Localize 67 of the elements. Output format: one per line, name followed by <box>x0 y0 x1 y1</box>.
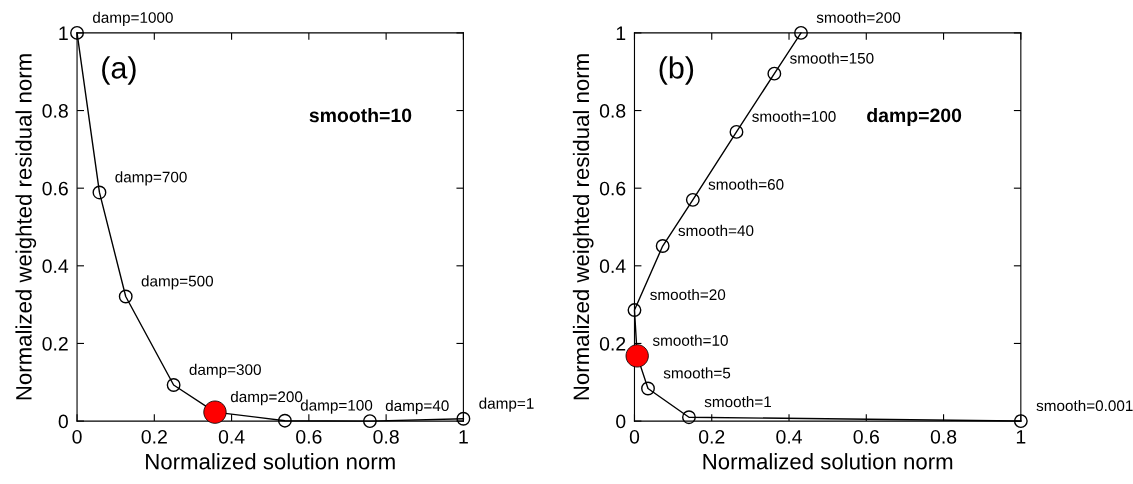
annotation: damp=300 <box>189 363 261 379</box>
y-tick-label: 0.6 <box>42 181 68 196</box>
annotation: smooth=10 <box>309 107 412 123</box>
annotation: smooth=0.001 <box>1036 399 1133 412</box>
x-tick-label: 0.2 <box>141 429 167 444</box>
point <box>729 124 744 139</box>
x-tick-label: 0.4 <box>776 429 802 444</box>
point <box>767 66 782 81</box>
annotation: smooth=150 <box>790 52 874 64</box>
point <box>655 239 670 253</box>
y-axis-title: Normalized weighted residual norm <box>15 54 37 400</box>
point <box>362 414 377 429</box>
point <box>456 411 471 426</box>
point <box>118 289 133 304</box>
annotation: smooth=10 <box>652 334 728 346</box>
point <box>627 303 642 318</box>
annotation: damp=700 <box>115 171 187 186</box>
x-tick-label: 0.6 <box>853 429 879 444</box>
y-tick-label: 1 <box>616 26 626 40</box>
annotation: damp=500 <box>141 275 214 290</box>
annotation: damp=200 <box>230 390 303 406</box>
annotation: smooth=100 <box>752 110 836 122</box>
y-tick-label: 0.2 <box>599 336 626 351</box>
x-tick-label: 0.4 <box>218 429 245 444</box>
point <box>203 400 227 424</box>
point <box>166 378 181 392</box>
annotation: smooth=40 <box>678 224 754 237</box>
y-tick-label: 0.8 <box>599 104 626 118</box>
annotation: smooth=60 <box>708 178 784 190</box>
point <box>92 185 107 200</box>
y-tick-label: 0.8 <box>42 104 68 118</box>
annotation: smooth=20 <box>650 288 726 301</box>
point <box>641 381 655 396</box>
point <box>682 410 696 425</box>
annotation: smooth=200 <box>816 11 901 23</box>
x-tick-label: 0.6 <box>296 429 322 444</box>
point <box>685 192 700 207</box>
annotation: damp=1000 <box>92 11 173 26</box>
y-tick-label: 0.6 <box>599 181 626 196</box>
x-tick-label: 0 <box>72 429 82 444</box>
point <box>1013 414 1028 429</box>
x-tick-label: 1 <box>459 430 468 444</box>
annotation: damp=200 <box>867 107 962 127</box>
x-tick-label: 0.8 <box>373 429 399 444</box>
x-tick-label: 0.2 <box>699 429 725 444</box>
point <box>70 25 84 40</box>
y-tick-label: 0.2 <box>42 336 68 351</box>
x-axis-title: Normalized solution norm <box>703 453 953 470</box>
point <box>277 413 292 428</box>
x-tick-label: 0.8 <box>930 429 957 444</box>
annotation: damp=40 <box>385 399 449 415</box>
annotation: smooth=5 <box>663 367 731 379</box>
annotation: damp=1 <box>479 397 534 412</box>
annotation: (a) <box>102 56 136 85</box>
y-axis-title: Normalized weighted residual norm <box>572 54 594 400</box>
y-tick-label: 0.4 <box>42 259 69 274</box>
y-tick-label: 1 <box>59 26 68 40</box>
point <box>794 25 808 40</box>
x-tick-label: 1 <box>1016 430 1026 444</box>
y-tick-label: 0 <box>58 414 68 429</box>
y-tick-label: 0 <box>616 414 626 429</box>
annotation: smooth=1 <box>704 396 772 408</box>
y-tick-label: 0.4 <box>599 259 626 274</box>
annotation: damp=100 <box>300 399 373 414</box>
x-tick-label: 0 <box>629 429 640 444</box>
x-axis-title: Normalized solution norm <box>146 453 395 470</box>
annotation: (b) <box>659 56 694 85</box>
